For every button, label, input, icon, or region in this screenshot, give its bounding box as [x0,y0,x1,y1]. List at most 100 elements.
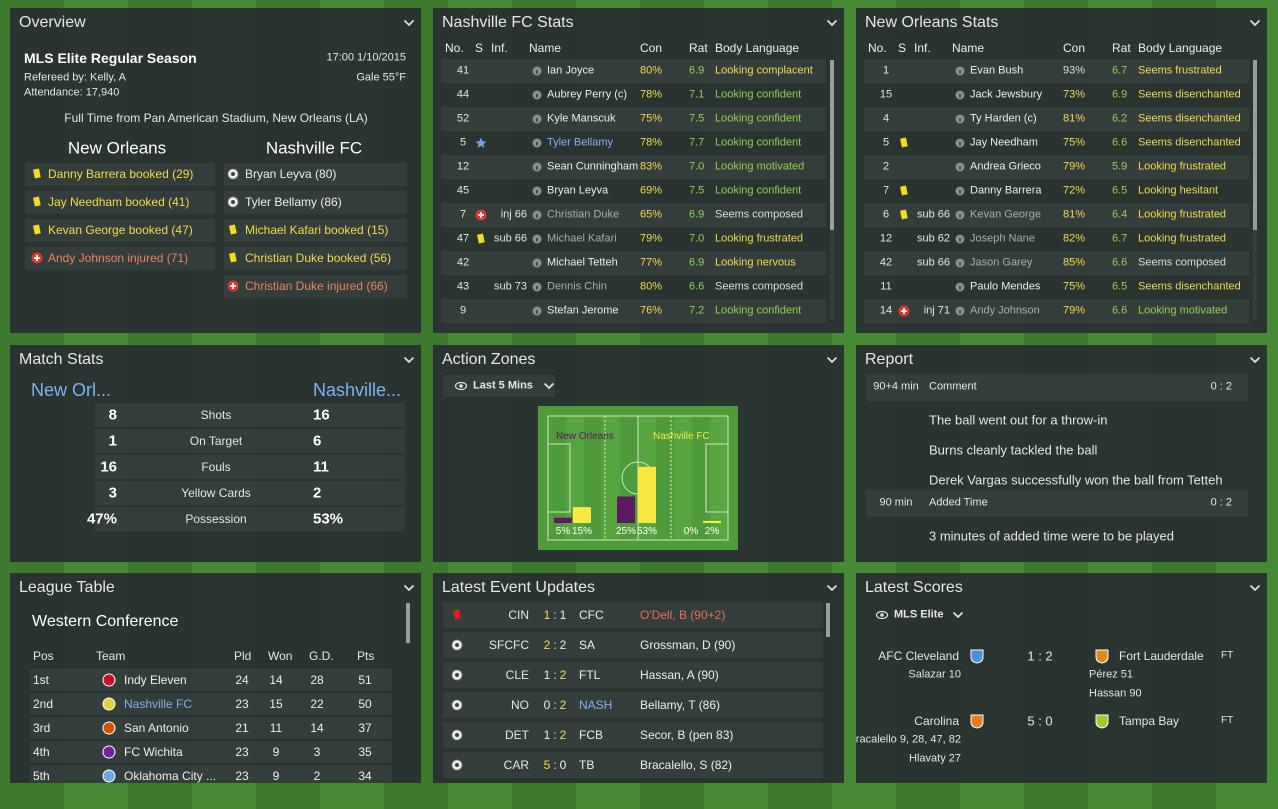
panel-title: Latest Scores [865,579,963,596]
rating: 6.7 [1112,232,1128,245]
shape [34,255,40,261]
shirt-number: 1 [882,64,890,77]
away-stat: 16 [313,406,330,424]
event-bg [224,219,407,242]
body-language: Looking frustrated [1138,232,1227,245]
row-bg [95,403,405,427]
row-bg [441,251,826,275]
table-pos: 3rd [33,721,51,735]
match-score: 1 : 2 [1027,648,1053,664]
filter-bg [443,375,555,397]
collapse-button[interactable] [826,584,838,592]
rating: 7.5 [689,112,705,125]
shirt-number: 45 [456,184,470,197]
goal-icon [451,639,463,651]
collapse-button[interactable] [826,19,838,27]
table-pld: 23 [235,745,249,759]
team-badge [1095,714,1109,729]
condition: 83% [640,160,663,173]
player-name: Dennis Chin [547,280,607,293]
zone-filter[interactable]: Last 5 Mins [473,379,533,392]
condition: 81% [1063,112,1086,125]
body-language: Seems composed [715,280,804,293]
zone-bar [638,466,656,523]
rating: 6.6 [1112,304,1128,317]
goal-icon [227,168,239,180]
stat-label: Fouls [201,460,231,474]
player-name: Jack Jewsbury [970,88,1043,101]
player-name: Stefan Jerome [547,304,619,317]
injury-icon [227,280,239,292]
panel-title: Nashville FC Stats [442,14,574,31]
shape [900,209,908,220]
collapse-button[interactable] [1249,19,1261,27]
away-stat: 53% [313,510,344,528]
home-score: 1 [543,608,551,622]
home-code: CAR [503,758,529,772]
body-language: Looking frustrated [715,232,804,245]
report-header-bg [866,490,1248,517]
table-won: 11 [269,721,283,735]
panel-title: Match Stats [19,351,104,368]
stat-label: Yellow Cards [181,486,251,500]
collapse-button[interactable] [826,356,838,364]
row-bg [30,693,392,715]
body-language: Seems composed [1138,256,1227,269]
condition: 78% [640,88,663,101]
condition: 81% [1063,208,1086,221]
injury-icon [475,209,487,221]
collapse-button[interactable] [1249,356,1261,364]
column-header: Rat [1112,41,1131,55]
goal-icon [451,699,463,711]
rating: 6.9 [689,208,705,221]
injury-icon [31,252,43,264]
column-header: Con [640,41,663,55]
collapse-button[interactable] [403,19,415,27]
column-header: Body Language [715,41,800,55]
table-pld: 23 [235,697,249,711]
condition: 93% [1063,64,1086,77]
row-bg [864,155,1249,179]
scores-filter[interactable]: MLS Elite [894,608,944,621]
collapse-button[interactable] [403,356,415,364]
body-language: Looking motivated [715,160,805,173]
stripe [710,416,728,540]
away-code: NASH [579,698,613,712]
zone-value-label: 25% [615,526,637,537]
collapse-button[interactable] [403,584,415,592]
shape [459,384,463,388]
shape [454,381,468,391]
team-badge [970,714,984,729]
shape [102,745,116,759]
table-pld: 21 [235,721,249,735]
row-bg [443,752,823,778]
shape [33,168,41,179]
rating: 6.5 [1112,280,1128,293]
condition: 73% [1063,88,1086,101]
away-team: Fort Lauderdale [1119,649,1204,663]
shape [403,356,415,364]
report-score: 0 : 2 [1210,380,1232,393]
condition: 79% [1063,160,1086,173]
column-header: Con [1063,41,1086,55]
collapse-button[interactable] [952,611,964,619]
column-header: Rat [689,41,708,55]
shirt-number: 15 [879,88,893,101]
table-pts: 37 [358,721,372,735]
info-icon [532,258,542,268]
shirt-number: 47 [456,232,470,245]
info-icon [532,234,542,244]
column-header: Pos [33,649,54,663]
info-icon [955,282,965,292]
collapse-button[interactable] [543,382,555,390]
star-icon [475,137,487,148]
shape [102,721,116,735]
home-score: 2 [543,638,551,652]
collapse-button[interactable] [1249,584,1261,592]
info-icon [532,306,542,316]
table-team: Nashville FC [124,697,193,711]
info-icon [955,114,965,124]
shape [403,584,415,592]
shirt-number: 43 [456,280,470,293]
shape [33,196,41,207]
